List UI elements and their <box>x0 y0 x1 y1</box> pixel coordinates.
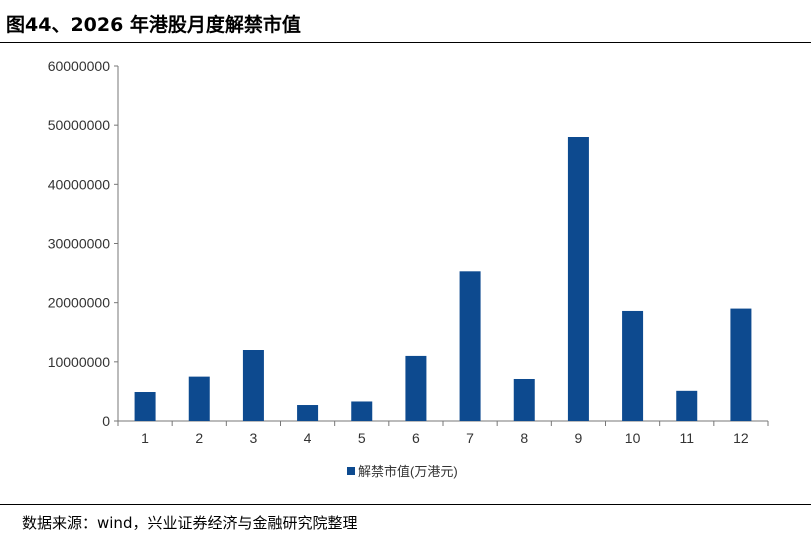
y-tick-label: 60000000 <box>48 58 111 74</box>
source-note: 数据来源：wind，兴业证券经济与金融研究院整理 <box>22 514 358 532</box>
x-tick-label: 3 <box>250 430 258 446</box>
x-tick-label: 1 <box>141 430 149 446</box>
x-tick-label: 12 <box>733 430 749 446</box>
y-tick-label: 20000000 <box>48 295 111 311</box>
y-tick-label: 0 <box>102 413 110 429</box>
x-tick-label: 8 <box>520 430 528 446</box>
x-tick-label: 6 <box>412 430 420 446</box>
x-tick-label: 11 <box>679 430 694 446</box>
bar-10 <box>622 310 644 421</box>
x-tick-label: 4 <box>304 430 312 446</box>
bar-12 <box>730 308 752 421</box>
bar-7 <box>459 271 481 421</box>
y-tick-label: 10000000 <box>48 354 111 370</box>
bar-9 <box>567 137 589 421</box>
y-tick-label: 30000000 <box>48 236 111 252</box>
y-tick-label: 40000000 <box>48 176 111 192</box>
bar-5 <box>351 401 373 421</box>
bar-2 <box>188 376 210 421</box>
title-underline <box>0 42 811 43</box>
x-tick-label: 2 <box>195 430 203 446</box>
x-tick-label: 9 <box>575 430 583 446</box>
bar-3 <box>242 350 264 421</box>
x-tick-label: 7 <box>466 430 474 446</box>
x-tick-label: 5 <box>358 430 366 446</box>
bar-chart: 0 10000000 20000000 30000000 40000000 5000000… <box>48 58 769 479</box>
x-tick-label: 10 <box>625 430 641 446</box>
footer-rule <box>0 504 811 505</box>
bar-11 <box>676 390 698 421</box>
bar-4 <box>297 405 319 421</box>
bar-1 <box>134 392 156 421</box>
figure-title: 图44、2026 年港股月度解禁市值 <box>6 14 301 36</box>
legend-label: 解禁市值(万港元) <box>358 464 458 479</box>
legend-swatch <box>347 467 355 475</box>
bar-6 <box>405 355 427 421</box>
y-tick-label: 50000000 <box>48 117 111 133</box>
bar-8 <box>513 378 535 421</box>
